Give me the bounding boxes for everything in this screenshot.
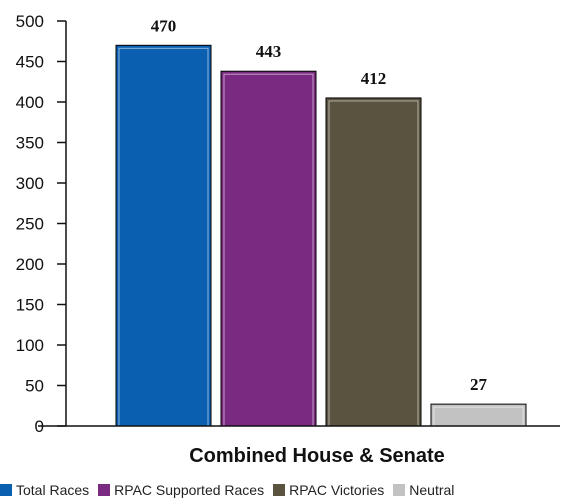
bar bbox=[220, 70, 317, 427]
y-tick-label: 200 bbox=[16, 255, 44, 274]
bar bbox=[325, 97, 422, 427]
y-axis: 050100150200250300350400450500 bbox=[16, 12, 67, 436]
legend-swatch bbox=[273, 483, 286, 496]
y-tick-label: 50 bbox=[25, 377, 44, 396]
legend-swatch bbox=[0, 483, 12, 496]
legend-label: Total Races bbox=[16, 481, 90, 498]
bar-value-label: 412 bbox=[361, 69, 387, 88]
bar bbox=[115, 44, 212, 427]
bar-value-label: 443 bbox=[256, 42, 282, 61]
bar-value-label: 27 bbox=[470, 375, 488, 394]
legend-label: Neutral bbox=[409, 481, 455, 498]
legend: Total Races RPAC Supported Races RPAC Vict… bbox=[0, 479, 574, 500]
legend-item: RPAC Supported Races bbox=[98, 482, 264, 498]
y-tick-label: 250 bbox=[16, 215, 44, 234]
legend-swatch bbox=[98, 483, 111, 496]
y-tick-label: 450 bbox=[16, 53, 44, 72]
y-tick-label: 300 bbox=[16, 174, 44, 193]
legend-label: RPAC Supported Races bbox=[114, 481, 265, 498]
bars bbox=[115, 44, 527, 427]
y-tick-label: 150 bbox=[16, 296, 44, 315]
x-axis-title: Combined House & Senate bbox=[189, 445, 445, 467]
data-labels: 470 443 412 27 bbox=[151, 16, 488, 394]
legend-item: Total Races bbox=[0, 482, 89, 498]
bar-value-label: 470 bbox=[151, 16, 177, 35]
legend-item: Neutral bbox=[393, 482, 454, 498]
y-tick-label: 100 bbox=[16, 336, 44, 355]
legend-label: RPAC Victories bbox=[289, 481, 385, 498]
y-tick-label: 350 bbox=[16, 134, 44, 153]
y-tick-label: 400 bbox=[16, 93, 44, 112]
y-tick-label: 500 bbox=[16, 12, 44, 31]
chart-svg: 050100150200250300350400450500 470443412… bbox=[16, 12, 560, 467]
legend-swatch bbox=[393, 483, 406, 496]
legend-item: RPAC Victories bbox=[273, 482, 384, 498]
